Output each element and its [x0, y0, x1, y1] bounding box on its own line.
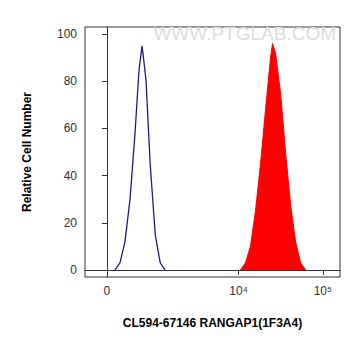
svg-text:CL594-67146 RANGAP1(1F3A4): CL594-67146 RANGAP1(1F3A4) — [123, 316, 302, 330]
svg-text:80: 80 — [64, 74, 78, 88]
svg-text:100: 100 — [57, 27, 77, 41]
svg-text:0: 0 — [104, 284, 111, 298]
svg-text:10⁴: 10⁴ — [229, 284, 248, 298]
svg-text:60: 60 — [64, 121, 78, 135]
svg-text:10⁵: 10⁵ — [314, 284, 332, 298]
svg-text:0: 0 — [70, 263, 77, 277]
svg-text:40: 40 — [64, 169, 78, 183]
svg-text:WWW.PTGLAB.COM: WWW.PTGLAB.COM — [153, 23, 336, 44]
svg-text:20: 20 — [64, 216, 78, 230]
svg-text:Relative Cell Number: Relative Cell Number — [20, 92, 34, 212]
